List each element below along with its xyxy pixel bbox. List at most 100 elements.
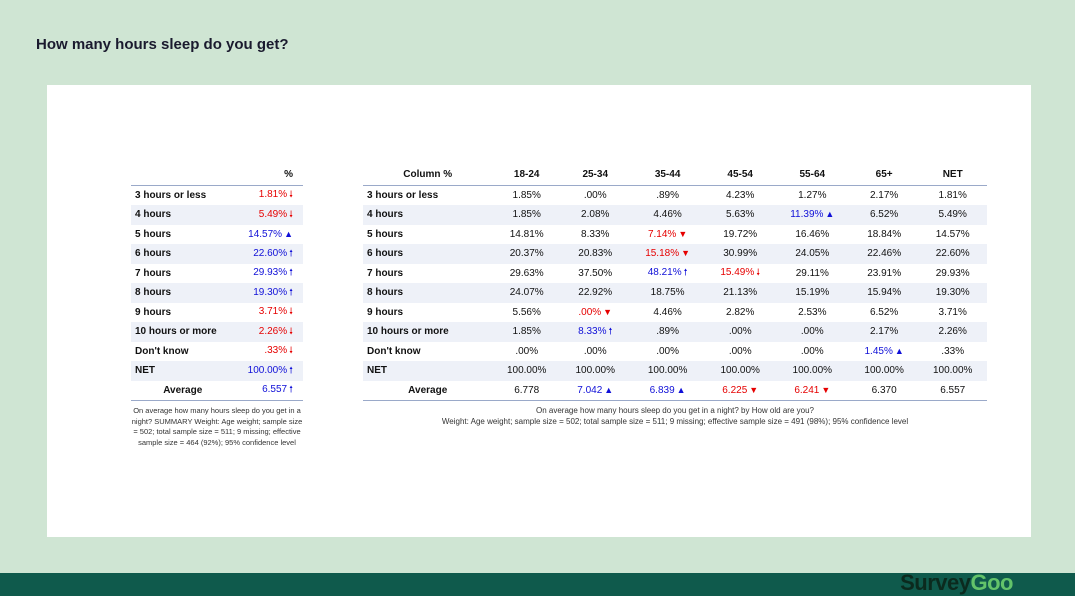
table-row: 6 hours 22.60% 🠕 bbox=[131, 244, 303, 264]
summary-value: 29.93% 🠕 bbox=[253, 267, 293, 279]
summary-corner-header bbox=[131, 165, 235, 186]
column-header: 45-54 bbox=[705, 165, 775, 186]
summary-table: % 3 hours or less 1.81% 🠗 4 hours 5.49% 🠗 5 ho… bbox=[131, 165, 303, 401]
cell-value: 11.39% bbox=[790, 209, 824, 221]
table-cell: 6.370 bbox=[849, 380, 919, 401]
arrow-up-icon: ▲ bbox=[284, 228, 293, 239]
arrow-up-icon: 🠕 bbox=[289, 247, 293, 258]
arrow-down-icon: ▼ bbox=[678, 228, 688, 239]
cell-value: .00% bbox=[728, 326, 752, 338]
cell-value: 5.49% bbox=[938, 209, 967, 221]
table-cell: .33% bbox=[918, 342, 987, 362]
cell-value: .33% bbox=[941, 345, 965, 357]
cell-value: .00% bbox=[728, 345, 752, 357]
cell-value: 6.241 bbox=[794, 384, 820, 396]
cell-value: 100.00% bbox=[575, 365, 615, 377]
cell-value: 21.13% bbox=[723, 287, 758, 299]
table-cell: 22.46% bbox=[849, 244, 919, 264]
average-label: Average bbox=[131, 380, 235, 401]
table-cell: .00% ▼ bbox=[561, 303, 630, 323]
table-cell: 8.33% 🠕 bbox=[560, 322, 630, 342]
table-row: 7 hours 29.93% 🠕 bbox=[131, 264, 303, 284]
cell-value: 15.94% bbox=[867, 287, 902, 299]
table-cell: 19.30% bbox=[918, 283, 987, 303]
cell-value: .00% bbox=[800, 326, 824, 338]
row-label: 4 hours bbox=[363, 205, 493, 225]
table-row: 5 hours 14.57% ▲ bbox=[131, 225, 303, 245]
report-panel: % 3 hours or less 1.81% 🠗 4 hours 5.49% 🠗 5 ho… bbox=[47, 85, 1031, 537]
arrow-up-icon: 🠕 bbox=[289, 267, 293, 278]
cell-value: .00% bbox=[656, 345, 679, 357]
table-cell: 29.11% bbox=[775, 264, 850, 284]
cell-value: .00% bbox=[800, 345, 824, 357]
row-label: 6 hours bbox=[131, 244, 235, 264]
footer-bar: SurveyGoo bbox=[0, 570, 1075, 596]
table-cell: 18.75% bbox=[629, 283, 706, 303]
cell-value: 22.92% bbox=[578, 287, 613, 299]
cell-value: 6.839 bbox=[649, 384, 675, 396]
cell-value: 8.33% bbox=[581, 228, 610, 240]
cell-value: .89% bbox=[656, 189, 679, 201]
table-cell: 6.225 ▼ bbox=[705, 380, 775, 401]
table-cell: 20.37% bbox=[492, 244, 561, 264]
cell-value: 24.07% bbox=[509, 287, 544, 299]
table-cell: 22.92% bbox=[560, 283, 630, 303]
column-header: 35-44 bbox=[629, 165, 706, 186]
table-cell: .00% bbox=[561, 185, 630, 205]
cell-value: .89% bbox=[656, 326, 679, 338]
table-cell: 7.14% ▼ bbox=[629, 225, 705, 245]
table-cell: 29.93% bbox=[918, 264, 987, 284]
cell-value: 2.53% bbox=[798, 306, 827, 318]
table-cell: 6.241 ▼ bbox=[774, 380, 850, 401]
cell-value: 4.23% bbox=[726, 189, 755, 201]
table-cell: 37.50% bbox=[561, 264, 630, 284]
cell-value: 7.14% bbox=[647, 228, 677, 240]
table-cell: 4.46% bbox=[629, 303, 705, 323]
summary-value: .33% 🠗 bbox=[264, 345, 293, 357]
column-header: 65+ bbox=[849, 165, 919, 186]
table-cell: .00% bbox=[774, 322, 850, 342]
table-cell: 1.27% bbox=[775, 185, 850, 205]
table-cell: 2.08% bbox=[560, 205, 630, 225]
cell-value: 8.33% bbox=[578, 325, 607, 337]
table-row: 9 hours 3.71% 🠗 bbox=[131, 303, 303, 323]
table-cell: 2.82% bbox=[706, 303, 775, 323]
table-cell: 2.17% bbox=[850, 185, 919, 205]
cell-value: .00% bbox=[583, 189, 607, 201]
row-label: 5 hours bbox=[135, 228, 172, 240]
arrow-down-icon: 🠗 bbox=[289, 189, 293, 200]
table-cell: 29.63% bbox=[492, 264, 561, 284]
table-row: 6 hours 20.37% 20.83% 15.18% ▼ 30.99% 24.05% 22… bbox=[363, 244, 987, 264]
table-cell: 21.13% bbox=[705, 283, 775, 303]
arrow-up-icon: 🠕 bbox=[683, 267, 688, 278]
row-label: 9 hours bbox=[135, 306, 172, 318]
cell-value: 37.50% bbox=[578, 267, 613, 279]
average-label: Average bbox=[363, 380, 493, 401]
table-cell: .00% bbox=[706, 342, 775, 362]
table-cell: 16.46% bbox=[775, 225, 850, 245]
table-cell: 6.557 bbox=[918, 380, 987, 401]
table-cell: .00% bbox=[561, 342, 630, 362]
summary-value: 3.71% 🠗 bbox=[258, 306, 293, 318]
cell-value: 22.60% bbox=[935, 248, 970, 260]
cell-value: 6.557 bbox=[940, 384, 966, 396]
table-row: NET 100.00% 100.00% 100.00% 100.00% 100.00% 10… bbox=[363, 361, 987, 381]
cell-value: .00% bbox=[578, 306, 602, 318]
table-cell: 6.778 bbox=[492, 380, 561, 401]
table-cell: 15.49% 🠗 bbox=[706, 264, 775, 284]
row-label: 10 hours or more bbox=[131, 322, 235, 342]
crosstab-corner-header: Column % bbox=[363, 165, 493, 186]
arrow-up-icon: 🠕 bbox=[289, 384, 293, 395]
table-cell: 48.21% 🠕 bbox=[629, 264, 705, 284]
table-row: 8 hours 24.07% 22.92% 18.75% 21.13% 15.19% 15.… bbox=[363, 283, 987, 303]
cell-value: 1.85% bbox=[512, 189, 541, 201]
cell-value: 24.05% bbox=[795, 248, 830, 260]
arrow-down-icon: ▼ bbox=[603, 306, 613, 317]
table-cell: 5.49% bbox=[918, 205, 987, 225]
table-cell: 7.042 ▲ bbox=[560, 380, 630, 401]
table-cell: .89% bbox=[629, 185, 705, 205]
table-cell: 4.23% bbox=[706, 185, 775, 205]
row-label: 7 hours bbox=[135, 267, 172, 279]
table-cell: 24.05% bbox=[774, 244, 850, 264]
table-cell: 5.56% bbox=[492, 303, 561, 323]
